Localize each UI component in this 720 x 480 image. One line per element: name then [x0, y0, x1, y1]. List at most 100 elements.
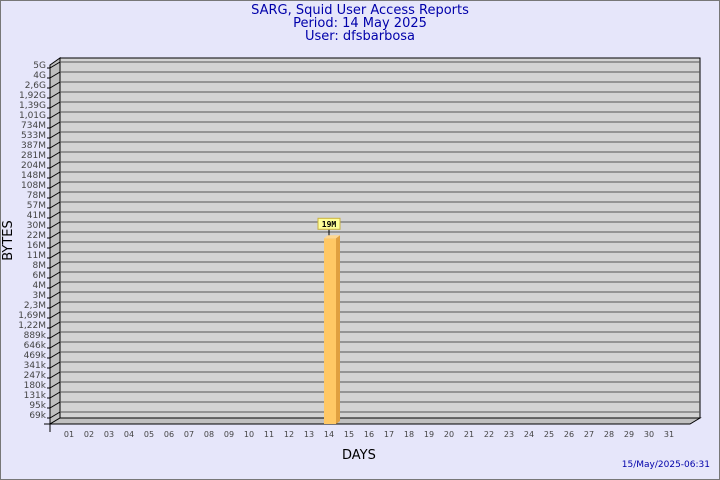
y-tick-label: 247k	[24, 371, 47, 381]
x-tick-label: 06	[164, 430, 174, 439]
x-tick-label: 13	[304, 430, 314, 439]
y-tick-label: 108M	[21, 181, 46, 191]
x-tick-label: 16	[364, 430, 374, 439]
y-tick-diagonal	[49, 311, 61, 319]
y-tick-label: 204M	[21, 161, 46, 171]
y-tick-diagonal	[49, 221, 61, 229]
x-tick-label: 17	[384, 430, 394, 439]
y-tick-diagonal	[49, 231, 61, 239]
x-tick-label: 05	[144, 430, 154, 439]
floor	[48, 417, 702, 425]
y-tick-label: 78M	[27, 191, 46, 201]
y-tick-label: 646k	[24, 341, 47, 351]
y-tick-label: 1,01G	[19, 111, 46, 121]
x-tick-label: 27	[584, 430, 594, 439]
y-tick-diagonal	[49, 251, 61, 259]
y-tick-diagonal	[49, 261, 61, 269]
y-tick-diagonal	[49, 301, 61, 309]
y-tick-diagonal	[49, 171, 61, 179]
y-tick-label: 131k	[24, 391, 47, 401]
y-tick-diagonal	[49, 281, 61, 289]
y-tick-label: 889k	[24, 331, 47, 341]
x-tick-label: 10	[244, 430, 254, 439]
x-tick-label: 01	[64, 430, 74, 439]
y-tick-label: 5G	[33, 61, 46, 71]
x-tick-label: 29	[624, 430, 634, 439]
y-tick-label: 734M	[21, 121, 46, 131]
x-tick-label: 31	[664, 430, 674, 439]
x-tick-label: 03	[104, 430, 114, 439]
y-tick-diagonal	[49, 111, 61, 119]
generated-timestamp: 15/May/2025-06:31	[621, 460, 710, 470]
y-tick-label: 469k	[24, 351, 47, 361]
y-tick-diagonal	[49, 391, 61, 399]
y-tick-label: 69k	[29, 411, 46, 421]
chart-user: User: dfsbarbosa	[304, 29, 416, 44]
y-tick-label: 8M	[33, 261, 47, 271]
bar-day-14	[324, 238, 336, 424]
y-tick-diagonal	[49, 401, 61, 409]
x-tick-label: 04	[124, 430, 134, 439]
y-tick-label: 1,39G	[19, 101, 46, 111]
y-tick-diagonal	[49, 211, 61, 219]
y-tick-label: 95k	[29, 401, 46, 411]
x-tick-label: 28	[604, 430, 614, 439]
x-tick-label: 18	[404, 430, 414, 439]
y-tick-diagonal	[49, 141, 61, 149]
y-tick-label: 57M	[27, 201, 46, 211]
y-tick-diagonal	[49, 351, 61, 359]
y-tick-label: 180k	[24, 381, 47, 391]
y-tick-label: 2,3M	[24, 301, 46, 311]
x-tick-label: 12	[284, 430, 294, 439]
y-tick-diagonal	[49, 191, 61, 199]
x-tick-label: 20	[444, 430, 454, 439]
x-tick-label: 07	[184, 430, 194, 439]
y-tick-label: 16M	[27, 241, 46, 251]
y-tick-diagonal	[49, 341, 61, 349]
x-tick-label: 09	[224, 430, 234, 439]
y-tick-label: 4G	[33, 71, 46, 81]
x-tick-label: 08	[204, 430, 214, 439]
x-tick-label: 19	[424, 430, 434, 439]
y-tick-diagonal	[49, 271, 61, 279]
x-tick-label: 26	[564, 430, 574, 439]
y-tick-label: 6M	[33, 271, 47, 281]
y-tick-label: 1,69M	[18, 311, 46, 321]
y-tick-label: 387M	[21, 141, 46, 151]
x-tick-label: 15	[344, 430, 354, 439]
x-tick-label: 14	[324, 430, 334, 439]
y-tick-diagonal	[49, 151, 61, 159]
x-tick-label: 02	[84, 430, 94, 439]
y-tick-label: 11M	[27, 251, 46, 261]
y-tick-label: 2,6G	[25, 81, 46, 91]
y-tick-label: 1,22M	[18, 321, 46, 331]
x-tick-label: 22	[484, 430, 494, 439]
back-panel	[59, 57, 701, 419]
x-tick-label: 24	[524, 430, 534, 439]
x-axis-label: DAYS	[342, 448, 376, 463]
y-tick-label: 1,92G	[19, 91, 46, 101]
y-tick-diagonal	[49, 61, 61, 69]
x-tick-label: 30	[644, 430, 654, 439]
x-tick-label: 23	[504, 430, 514, 439]
y-tick-label: 281M	[21, 151, 46, 161]
y-tick-label: 30M	[27, 221, 46, 231]
y-tick-diagonal	[49, 161, 61, 169]
y-tick-diagonal	[49, 201, 61, 209]
x-tick-label: 21	[464, 430, 474, 439]
y-tick-diagonal	[49, 91, 61, 99]
y-tick-diagonal	[49, 381, 61, 389]
y-tick-diagonal	[49, 121, 61, 129]
y-tick-diagonal	[49, 371, 61, 379]
y-tick-label: 41M	[27, 211, 46, 221]
x-tick-label: 25	[544, 430, 554, 439]
y-tick-diagonal	[49, 181, 61, 189]
data-label: 19M	[322, 220, 337, 229]
y-tick-diagonal	[49, 331, 61, 339]
bar-top	[324, 235, 340, 239]
y-tick-diagonal	[49, 241, 61, 249]
chart-period: Period: 14 May 2025	[293, 16, 427, 31]
y-tick-diagonal	[49, 361, 61, 369]
y-tick-diagonal	[49, 81, 61, 89]
